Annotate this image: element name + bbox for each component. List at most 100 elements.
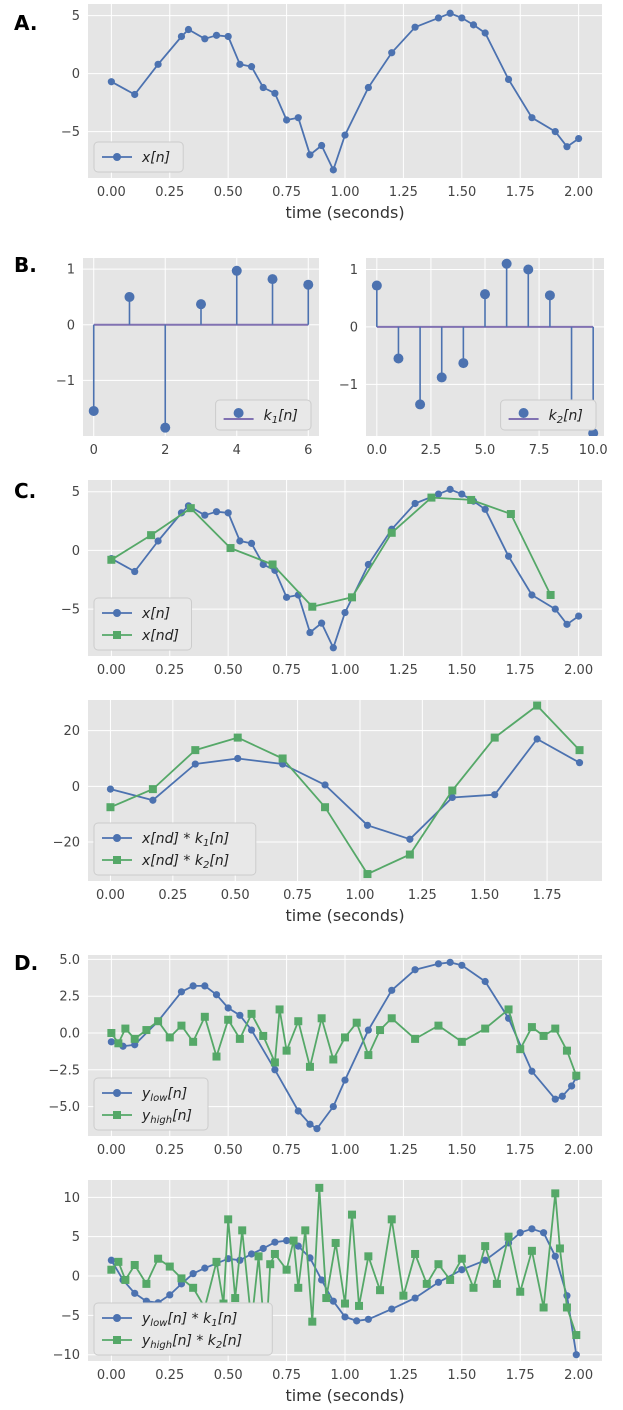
point-x-n: [458, 14, 466, 22]
chart-d1: 0.00 0.25 0.50 0.75 1.00 1.25 1.50 1.75 2.00 −5.0…: [48, 953, 602, 1158]
point-x-nd: [348, 593, 357, 602]
point-ylow-n-k1-n: [131, 1289, 139, 1297]
x-tick-label: 0.25: [155, 1143, 184, 1158]
point-x-n: [563, 143, 571, 151]
stem-marker: [88, 405, 99, 416]
point-x-n: [434, 490, 443, 498]
point-yhigh-n: [341, 1033, 349, 1042]
x-tick-label: 1.00: [331, 1143, 360, 1158]
point-yhigh-n-k2-n: [130, 1260, 139, 1269]
x-tick-label: 0.75: [272, 1143, 301, 1158]
point-ylow-n-k1-n: [528, 1225, 536, 1233]
point-ylow-n: [107, 1038, 115, 1046]
point-yhigh-n-k2-n: [555, 1244, 564, 1253]
point-yhigh-n-k2-n: [231, 1294, 240, 1303]
x-tick-label: 1.00: [331, 185, 360, 200]
x-tick-label: 0.50: [214, 185, 243, 200]
y-tick-label: 0: [72, 780, 80, 795]
stem-marker: [267, 274, 278, 285]
point-yhigh-n: [562, 1046, 571, 1055]
x-tick-label: 1.00: [331, 1368, 360, 1383]
plots: 0.00 0.25 0.50 0.75 1.00 1.25 1.50 1.75 2.00−505…: [48, 4, 608, 1405]
legend-marker: [113, 834, 121, 842]
point-yhigh-n-k2-n: [154, 1254, 163, 1263]
series-line-x-nd-k2-n: [110, 704, 581, 875]
x-tick-label: 0.00: [97, 185, 126, 200]
point-x-n: [201, 511, 209, 519]
legend-label: ylow​[n]: [141, 1086, 187, 1104]
legend: x[n] x[nd]: [93, 597, 192, 651]
point-x-n: [282, 593, 291, 601]
point-x-nd-k1-n: [321, 781, 329, 789]
point-x-n: [528, 591, 536, 599]
legend: x[nd] * k1​[n] x[nd] * k2​[n]: [93, 822, 257, 876]
point-ylow-n-k1-n: [539, 1229, 548, 1237]
legend-label: yhigh​[n] * k2​[n]: [141, 1333, 242, 1351]
chart-d2: 0.00 0.25 0.50 0.75 1.00 1.25 1.50 1.75 2.00 −10 −…: [53, 1180, 602, 1405]
point-x-nd: [387, 528, 396, 537]
legend-box: [215, 399, 312, 431]
point-x-n: [184, 25, 193, 34]
point-yhigh-n: [572, 1071, 581, 1080]
point-yhigh-n: [411, 1034, 420, 1043]
stem-marker: [544, 290, 555, 301]
point-x-n: [575, 612, 583, 620]
point-x-nd: [107, 555, 116, 564]
point-yhigh-n-k2-n: [492, 1279, 501, 1288]
point-ylow-n: [434, 960, 443, 968]
legend-marker: [113, 1314, 121, 1322]
point-yhigh-n: [224, 1015, 233, 1024]
point-yhigh-n: [212, 1052, 221, 1061]
x-tick-label: 0.00: [97, 1368, 126, 1383]
point-yhigh-n-k2-n: [411, 1249, 420, 1258]
point-yhigh-n-k2-n: [212, 1257, 221, 1266]
point-yhigh-n: [235, 1034, 244, 1043]
legend: ylow​[n] * k1​[n] yhigh​[n] * k2​[n]: [93, 1302, 273, 1356]
legend-label: ylow​[n] * k1​[n]: [141, 1311, 237, 1329]
point-x-n: [201, 35, 209, 43]
point-ylow-n: [481, 977, 489, 986]
point-yhigh-n-k2-n: [516, 1287, 525, 1296]
point-yhigh-n: [294, 1017, 303, 1026]
point-ylow-n: [458, 961, 466, 969]
point-ylow-n-k1-n: [572, 1351, 580, 1359]
point-x-n: [528, 114, 536, 122]
point-x-n: [551, 605, 559, 613]
x-tick-label: 10.0: [579, 443, 608, 458]
y-tick-label: 1: [350, 263, 358, 278]
panel-label-b: B.: [14, 253, 37, 277]
x-tick-label: 0.25: [155, 1368, 184, 1383]
point-yhigh-n-k2-n: [315, 1183, 324, 1192]
point-x-nd-k2-n: [278, 754, 287, 763]
point-yhigh-n-k2-n: [177, 1274, 186, 1283]
y-tick-label: 5: [72, 485, 80, 500]
point-x-nd-k1-n: [149, 796, 157, 804]
stem-marker: [303, 279, 314, 290]
point-x-n: [224, 32, 232, 41]
legend-label: x[nd] * k1​[n]: [141, 831, 229, 849]
point-x-n: [236, 537, 244, 545]
point-ylow-n-k1-n: [318, 1276, 326, 1284]
point-yhigh-n-k2-n: [107, 1265, 116, 1274]
x-tick-label: 1.50: [447, 1368, 476, 1383]
point-x-n: [341, 608, 349, 617]
point-yhigh-n-k2-n: [165, 1262, 174, 1271]
point-yhigh-n: [329, 1055, 338, 1064]
point-yhigh-n: [376, 1026, 385, 1035]
point-yhigh-n-k2-n: [142, 1279, 151, 1288]
x-tick-label: 0.00: [97, 1143, 126, 1158]
point-x-n: [282, 116, 291, 124]
point-yhigh-n: [275, 1005, 284, 1014]
legend-label: k2​[n]: [549, 408, 583, 426]
marks: [107, 9, 583, 174]
x-tick-label: 2: [161, 443, 169, 458]
point-ylow-n: [177, 988, 186, 996]
point-yhigh-n-k2-n: [355, 1301, 364, 1310]
y-tick-label: 1: [67, 263, 75, 278]
x-axis-label: time (seconds): [285, 203, 404, 222]
point-ylow-n: [341, 1076, 349, 1084]
y-tick-label: 0: [67, 318, 75, 333]
legend-marker: [113, 609, 121, 617]
point-yhigh-n-k2-n: [341, 1299, 349, 1308]
